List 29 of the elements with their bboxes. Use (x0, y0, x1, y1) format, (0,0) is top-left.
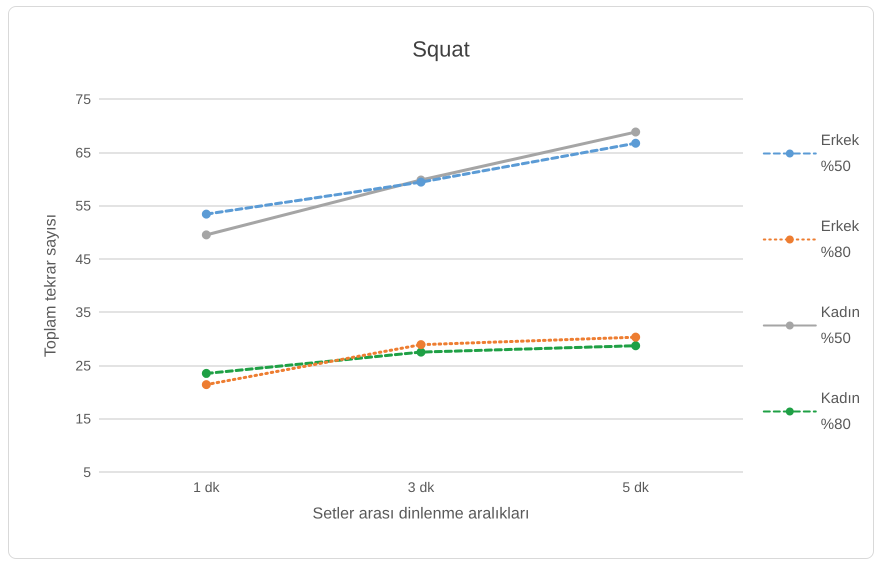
point (416, 348, 426, 357)
y-tick-label: 55 (75, 198, 92, 214)
y-tick-label: 35 (75, 304, 92, 320)
point (202, 210, 211, 219)
y-tick-label: 5 (83, 464, 92, 480)
point (202, 230, 211, 240)
x-tick-label: 3 dk (408, 479, 436, 495)
point (202, 380, 211, 390)
legend-label: Kadın %50 (820, 304, 860, 347)
legend-label: Erkek %50 (820, 132, 860, 175)
x-tick-label: 1 dk (193, 479, 221, 495)
point (416, 340, 426, 350)
point (631, 332, 640, 342)
y-tick-label: 25 (75, 357, 92, 374)
legend-label: Kadın %80 (820, 390, 860, 433)
point (631, 128, 640, 137)
y-tick-label: 65 (75, 144, 92, 160)
point (631, 138, 640, 148)
x-axis-title: Setler arası dinlenme aralıkları (312, 506, 530, 522)
point (631, 341, 640, 350)
point (416, 178, 426, 187)
chart-title: Squat (412, 36, 470, 62)
y-tick-label: 45 (75, 250, 92, 267)
y-tick-label: 15 (75, 410, 92, 427)
point (202, 368, 211, 378)
y-axis-title: Toplam tekrar sayısı (42, 214, 60, 358)
y-tick-label: 75 (75, 91, 92, 107)
legend-label: Erkek %80 (820, 218, 860, 261)
x-tick-label: 5 dk (622, 479, 650, 495)
